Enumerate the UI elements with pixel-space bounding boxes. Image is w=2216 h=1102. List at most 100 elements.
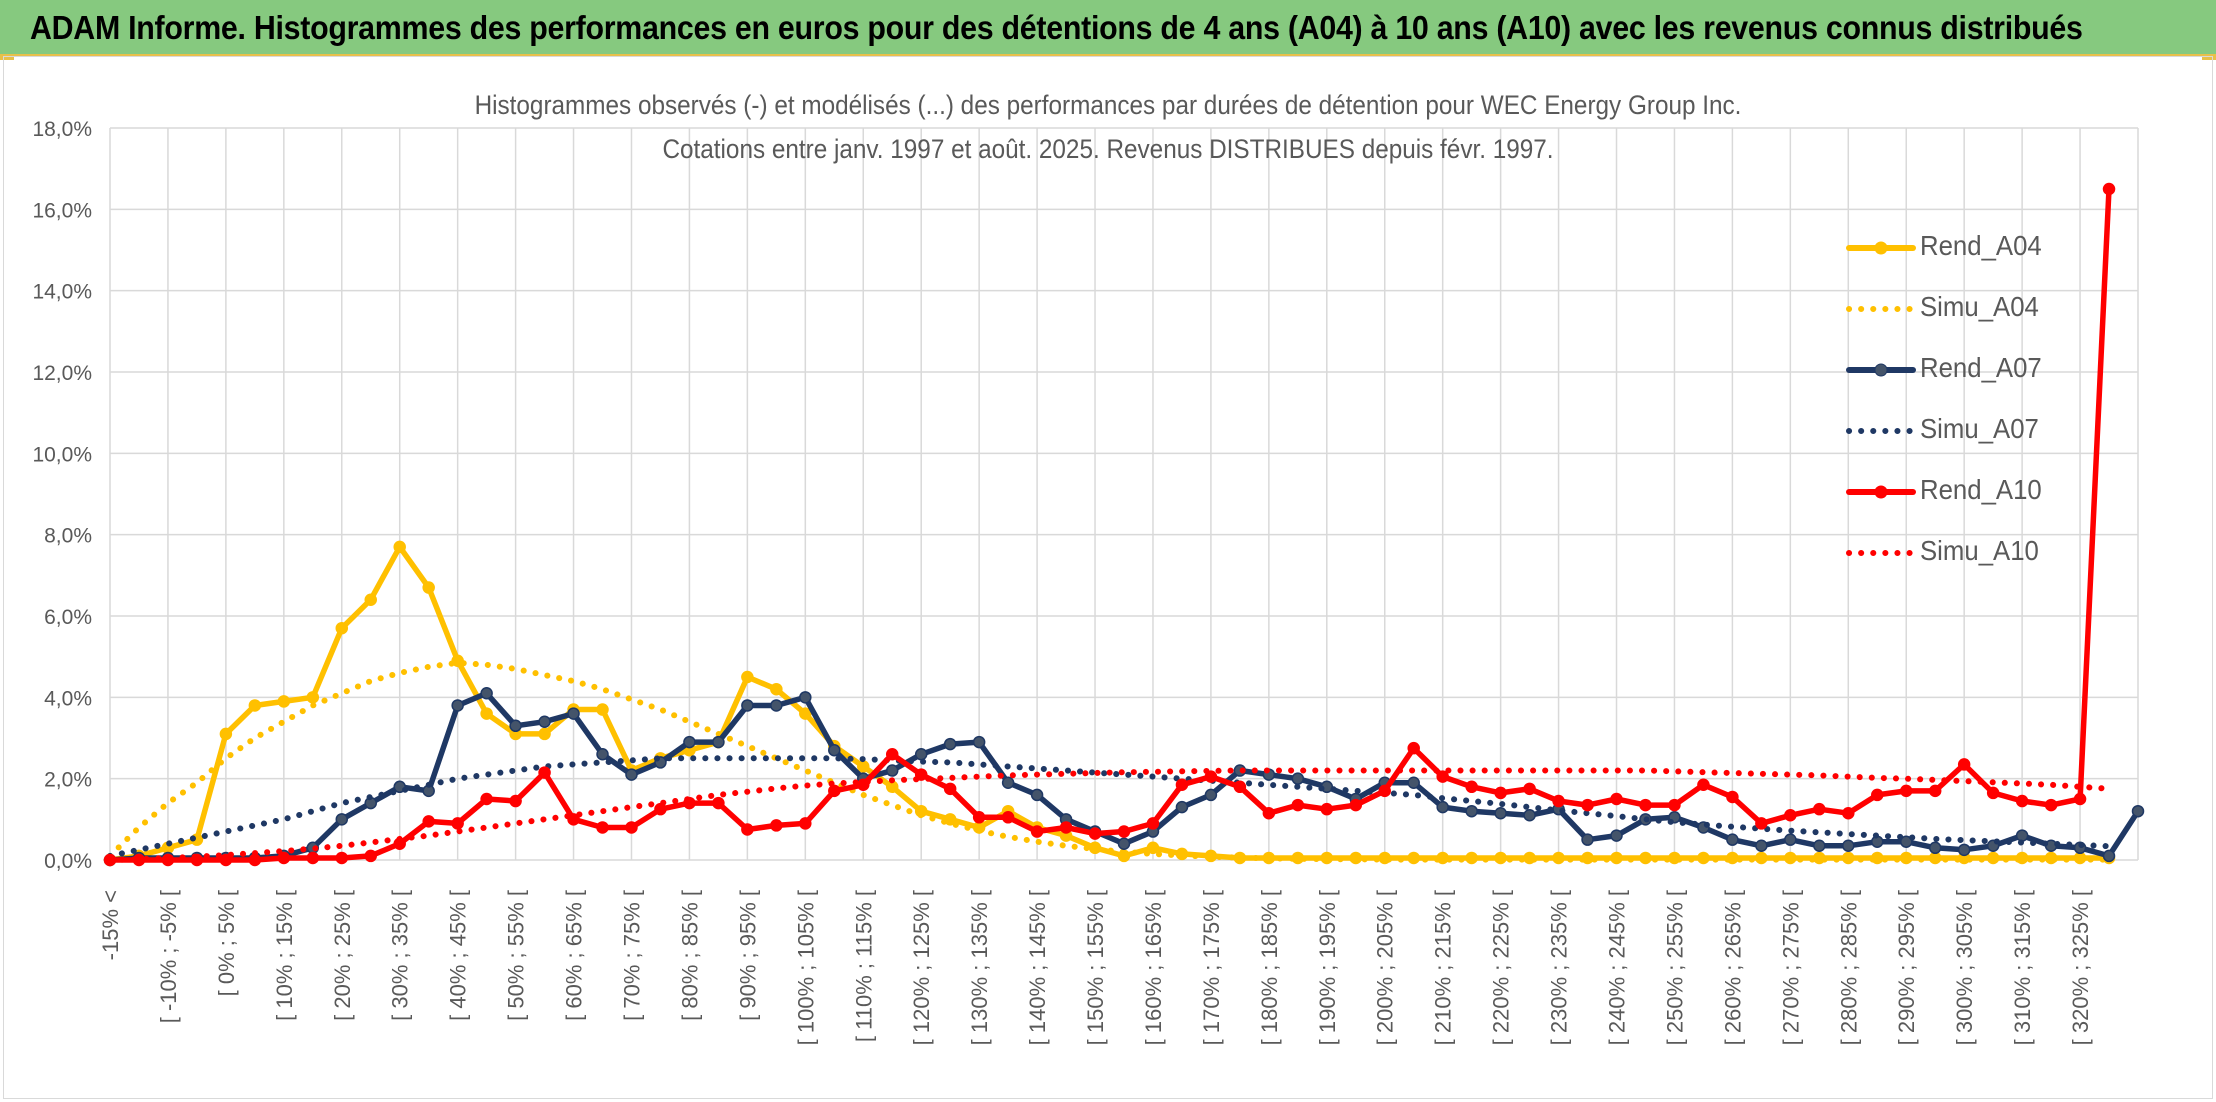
data-point-rend-a07 — [799, 691, 812, 704]
data-point-rend-a10 — [1697, 778, 1710, 792]
data-point-rend-a07 — [1784, 833, 1797, 846]
data-point-rend-a07 — [1957, 843, 1971, 857]
data-point-rend-a07 — [2131, 804, 2145, 818]
data-point-rend-a10 — [1899, 784, 1913, 798]
x-tick-label: [ 120% ; 125% [ — [909, 890, 934, 1045]
data-point-rend-a07 — [596, 748, 609, 761]
report-banner: ADAM Informe. Histogrammes des performan… — [0, 0, 2216, 56]
x-tick-label: [ 0% ; 5% [ — [214, 890, 239, 996]
y-tick-label: 6,0% — [44, 606, 92, 629]
data-point-rend-a04 — [277, 695, 291, 708]
x-tick-label: [ 150% ; 155% [ — [1083, 890, 1108, 1045]
data-point-rend-a04 — [480, 707, 493, 720]
data-point-rend-a10 — [1755, 817, 1768, 830]
x-tick-label: [ 310% ; 315% [ — [2010, 890, 2035, 1045]
series-line-rend-a10 — [107, 186, 2112, 863]
data-point-rend-a07 — [1523, 809, 1536, 822]
x-tick-label: [ 90% ; 95% [ — [735, 890, 760, 1021]
legend-item: Simu_A10 — [1845, 533, 2095, 573]
x-tick-label: [ 50% ; 55% [ — [504, 890, 529, 1021]
data-point-rend-a10 — [480, 792, 493, 806]
data-point-rend-a10 — [219, 853, 233, 867]
data-point-rend-a10 — [1726, 790, 1739, 804]
data-point-rend-a10 — [741, 823, 754, 836]
data-point-rend-a04 — [741, 670, 754, 684]
data-point-rend-a04 — [538, 727, 551, 741]
data-point-rend-a10 — [509, 794, 522, 808]
y-tick-label: 12,0% — [32, 362, 92, 385]
data-point-rend-a04 — [857, 760, 870, 773]
x-tick-label: [ 40% ; 45% [ — [446, 890, 471, 1021]
legend-swatch — [1846, 485, 1916, 499]
data-point-rend-a04 — [799, 707, 812, 720]
data-point-rend-a04 — [1146, 841, 1160, 855]
y-tick-label: 14,0% — [32, 281, 92, 304]
x-tick-label: [ 250% ; 255% [ — [1662, 890, 1687, 1045]
legend-swatch — [1846, 550, 1916, 556]
y-tick-label: 10,0% — [32, 443, 92, 466]
data-point-rend-a10 — [1813, 802, 1826, 816]
data-point-rend-a10 — [1030, 825, 1044, 838]
data-point-rend-a07 — [1899, 835, 1913, 848]
data-point-rend-a10 — [1059, 821, 1073, 834]
data-point-rend-a10 — [1291, 798, 1305, 812]
data-point-rend-a10 — [1842, 806, 1855, 820]
data-point-rend-a10 — [972, 811, 986, 824]
data-point-rend-a04 — [770, 682, 783, 696]
legend-swatch — [1846, 241, 1916, 255]
data-point-rend-a07 — [335, 813, 349, 826]
x-tick-label: [ 10% ; 15% [ — [272, 890, 297, 1021]
data-point-rend-a10 — [1175, 778, 1189, 792]
data-point-rend-a10 — [1871, 788, 1884, 802]
legend-item: Rend_A04 — [1845, 228, 2095, 268]
x-tick-label: [ 300% ; 305% [ — [1952, 890, 1977, 1045]
data-point-rend-a07 — [1813, 839, 1826, 853]
data-point-rend-a04 — [364, 593, 377, 606]
x-tick-label: [ 210% ; 215% [ — [1431, 890, 1456, 1045]
legend-label: Rend_A10 — [1920, 474, 2042, 505]
data-point-rend-a07 — [683, 735, 696, 749]
data-point-rend-a10 — [770, 819, 783, 832]
x-tick-label: [ 230% ; 235% [ — [1547, 890, 1572, 1045]
x-tick-label: [ 260% ; 265% [ — [1720, 890, 1745, 1045]
data-point-rend-a07 — [1610, 829, 1623, 842]
report-title: ADAM Informe. Histogrammes des performan… — [30, 9, 2083, 46]
x-tick-label: [ 160% ; 165% [ — [1141, 890, 1166, 1045]
x-tick-label: [ 270% ; 275% [ — [1778, 890, 1803, 1045]
data-point-rend-a04 — [596, 703, 609, 716]
data-point-rend-a04 — [306, 691, 320, 704]
data-point-rend-a07 — [1204, 788, 1218, 802]
data-point-rend-a10 — [1001, 811, 1015, 824]
x-tick-label: [ 320% ; 325% [ — [2068, 890, 2093, 1045]
y-tick-label: 0,0% — [44, 850, 92, 873]
y-tick-label: 18,0% — [32, 118, 92, 141]
data-point-rend-a07 — [1755, 839, 1768, 853]
x-tick-label: [ 60% ; 65% [ — [562, 890, 587, 1021]
data-point-rend-a10 — [567, 813, 580, 826]
data-point-rend-a10 — [1117, 825, 1131, 838]
y-tick-label: 2,0% — [44, 769, 92, 792]
chart-frame — [3, 56, 2213, 1099]
data-point-rend-a10 — [1581, 798, 1594, 812]
data-point-rend-a10 — [1639, 798, 1652, 812]
data-point-rend-a10 — [422, 815, 435, 828]
data-point-rend-a10 — [1349, 798, 1363, 812]
data-point-rend-a07 — [828, 743, 841, 757]
x-tick-label: [ 100% ; 105% [ — [793, 890, 818, 1045]
x-tick-label: [ 180% ; 185% [ — [1257, 890, 1282, 1045]
data-point-rend-a04 — [335, 621, 349, 635]
data-point-rend-a10 — [1233, 780, 1247, 794]
data-point-rend-a10 — [1407, 741, 1420, 755]
data-point-rend-a04 — [219, 727, 233, 741]
data-point-rend-a10 — [1784, 809, 1797, 822]
data-point-rend-a07 — [770, 699, 783, 712]
data-point-rend-a10 — [596, 821, 609, 834]
data-point-rend-a10 — [1928, 784, 1942, 798]
legend-item: Rend_A10 — [1845, 472, 2095, 512]
data-point-rend-a10 — [1986, 786, 2000, 800]
legend-marker — [1874, 363, 1888, 377]
legend-label: Rend_A07 — [1920, 352, 2042, 383]
data-point-rend-a10 — [1146, 817, 1160, 830]
data-point-rend-a07 — [1407, 776, 1420, 789]
data-point-rend-a07 — [538, 715, 551, 728]
